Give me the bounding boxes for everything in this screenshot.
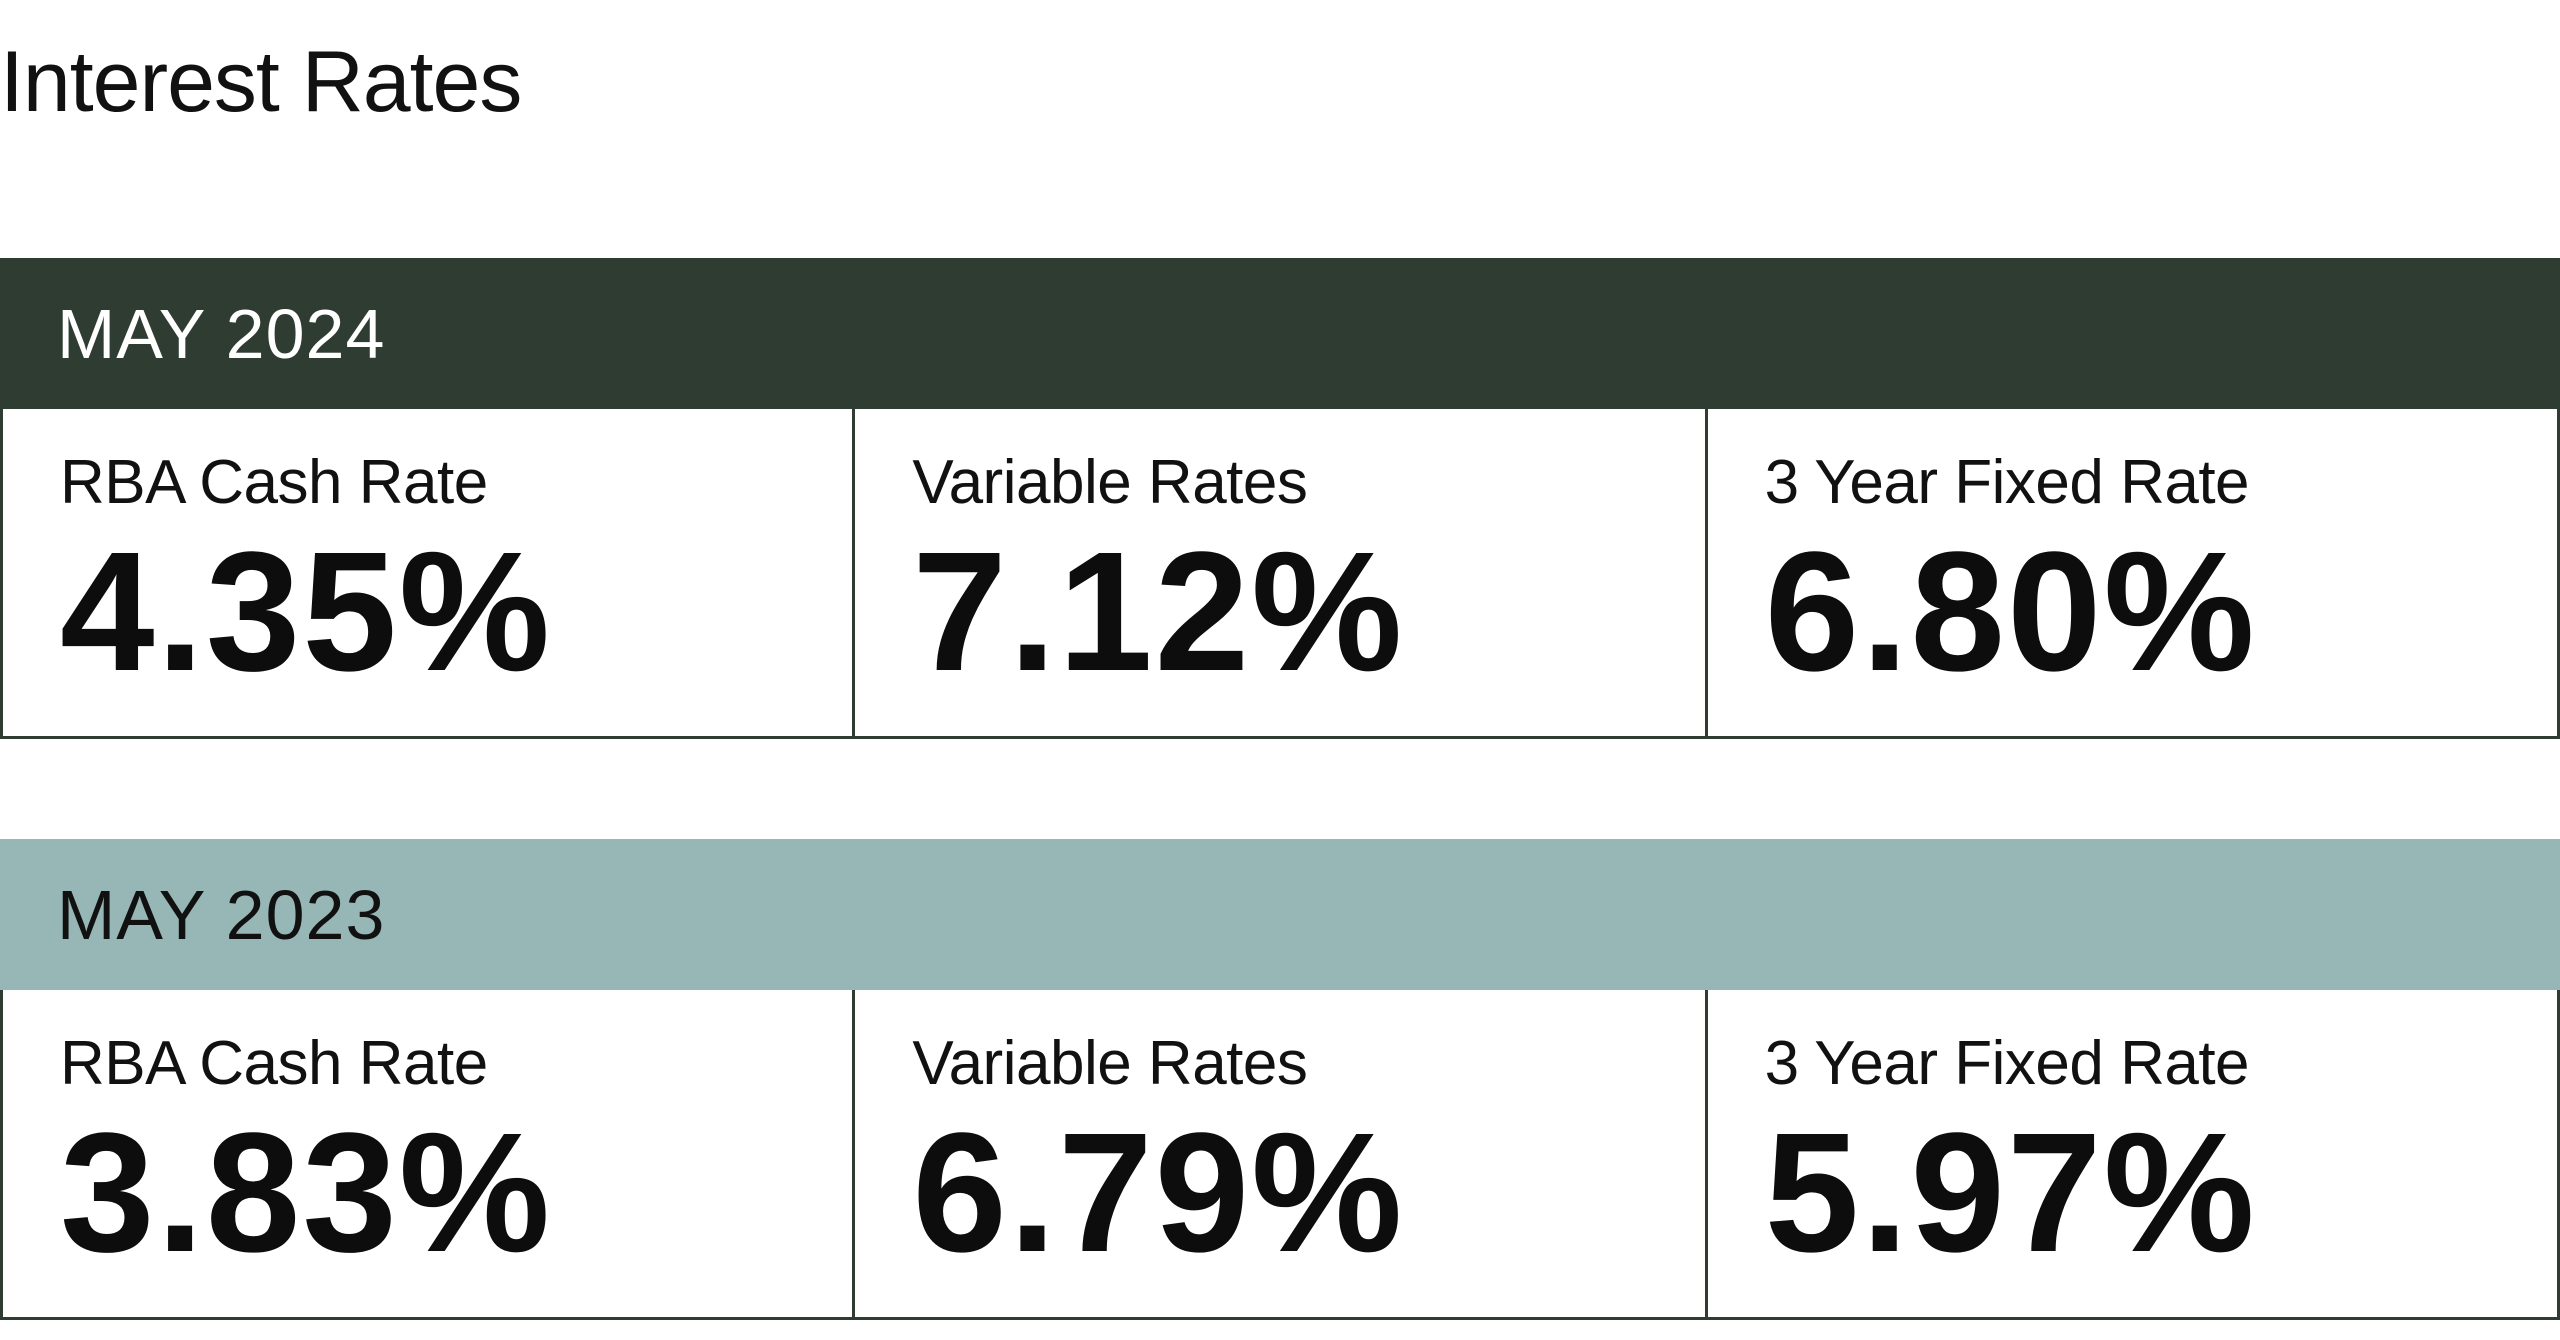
rate-label: 3 Year Fixed Rate bbox=[1764, 448, 2250, 517]
rate-value: 4.35% bbox=[60, 517, 553, 707]
rate-block-may-2023: MAY 2023 RBA Cash Rate 3.83% Variable Ra… bbox=[0, 839, 2560, 1320]
rate-label: Variable Rates bbox=[912, 1029, 1308, 1098]
rate-block-may-2024: MAY 2024 RBA Cash Rate 4.35% Variable Ra… bbox=[0, 258, 2560, 739]
rate-label: RBA Cash Rate bbox=[60, 448, 488, 517]
rate-card-rba-cash-rate: RBA Cash Rate 3.83% bbox=[3, 990, 852, 1317]
rate-value: 3.83% bbox=[60, 1098, 553, 1288]
period-header: MAY 2023 bbox=[0, 839, 2560, 990]
rate-label: Variable Rates bbox=[912, 448, 1308, 517]
rate-row: RBA Cash Rate 4.35% Variable Rates 7.12%… bbox=[0, 409, 2560, 739]
rate-label: 3 Year Fixed Rate bbox=[1764, 1029, 2250, 1098]
rate-value: 7.12% bbox=[912, 517, 1405, 707]
rate-card-variable-rates: Variable Rates 7.12% bbox=[852, 409, 1704, 736]
rate-value: 6.80% bbox=[1764, 517, 2257, 707]
rate-card-3-year-fixed-rate: 3 Year Fixed Rate 5.97% bbox=[1704, 990, 2557, 1317]
rate-value: 5.97% bbox=[1764, 1098, 2257, 1288]
rate-card-variable-rates: Variable Rates 6.79% bbox=[852, 990, 1704, 1317]
rate-card-3-year-fixed-rate: 3 Year Fixed Rate 6.80% bbox=[1704, 409, 2557, 736]
rate-label: RBA Cash Rate bbox=[60, 1029, 488, 1098]
rate-value: 6.79% bbox=[912, 1098, 1405, 1288]
rate-card-rba-cash-rate: RBA Cash Rate 4.35% bbox=[3, 409, 852, 736]
page-title: Interest Rates bbox=[0, 34, 522, 130]
rate-row: RBA Cash Rate 3.83% Variable Rates 6.79%… bbox=[0, 990, 2560, 1320]
period-header: MAY 2024 bbox=[0, 258, 2560, 409]
